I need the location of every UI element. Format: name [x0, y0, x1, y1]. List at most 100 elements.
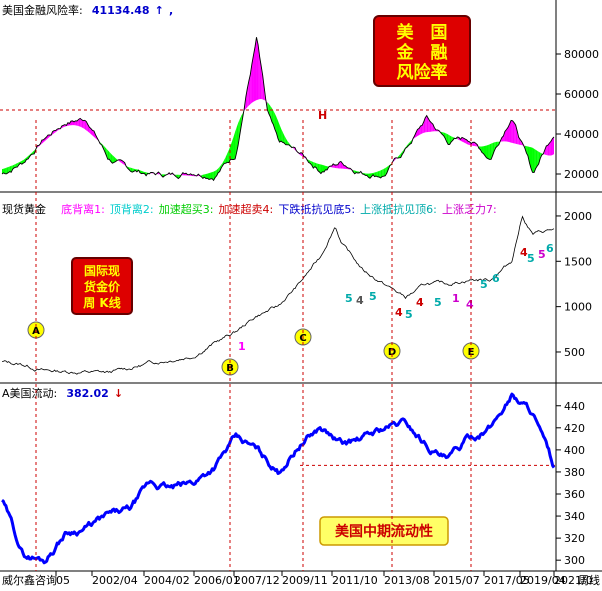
risk-fill-segment [248, 74, 251, 106]
gold-y-tick-label: 2000 [564, 210, 592, 223]
footer-source: 威尔鑫咨询 [2, 573, 57, 587]
risk-fill-segment [547, 143, 550, 156]
signal-legend-7: 上涨乏力7: [442, 203, 497, 216]
risk-value: 41134.48 [92, 4, 150, 17]
risk-fill-segment [9, 165, 12, 173]
risk-fill-segment [339, 161, 341, 169]
risk-fill-segment [107, 150, 110, 160]
risk-fill-segment [80, 118, 82, 128]
risk-fill-segment [112, 155, 114, 164]
risk-fill-segment [205, 173, 208, 179]
x-tick-label: 2007/12 [234, 574, 280, 587]
risk-threshold-label: H [318, 109, 327, 122]
x-tick-label: 2009/11 [282, 574, 328, 587]
risk-y-ticks: 20000 40000 60000 80000 [556, 48, 599, 181]
risk-fill-segment [227, 149, 229, 163]
liquidity-y-tick-label: 320 [564, 532, 585, 545]
signal-legend-3: 加速超买3: [159, 202, 214, 216]
risk-fill-segment [429, 121, 432, 132]
svg-text:4: 4 [395, 306, 403, 319]
risk-fill-segment [377, 171, 380, 178]
x-tick-label: 2017/05 [484, 574, 530, 587]
risk-fill-segment [118, 159, 121, 162]
risk-fill-segment [3, 168, 6, 174]
risk-fill-segment [320, 164, 323, 174]
risk-fill-segment [336, 164, 338, 169]
gold-badge-line-2: 货金价 [84, 279, 121, 294]
risk-fill-segment [224, 156, 226, 164]
gold-y-tick-label: 1000 [564, 301, 592, 314]
signal-digits: 1 5 4 5 4 5 4 5 1 4 5 6 4 5 5 6 [238, 242, 554, 353]
risk-fill-segment [43, 138, 45, 143]
risk-fill-segment [546, 145, 548, 156]
signal-legend-1: 底背离1: [61, 202, 105, 216]
risk-fill-segment [218, 166, 220, 173]
gold-y-ticks: 500 1000 1500 2000 [556, 210, 592, 359]
risk-fill-segment [417, 128, 420, 136]
risk-fill-segment [549, 141, 551, 156]
risk-fill-segment [383, 167, 386, 177]
risk-fill-segment [271, 108, 274, 125]
risk-fill-segment [343, 165, 346, 169]
risk-fill-segment [503, 131, 505, 142]
risk-fill-segment [552, 136, 554, 156]
risk-fill-segment [485, 145, 487, 158]
risk-fill-segment [287, 140, 289, 145]
risk-fill-segment [284, 135, 286, 145]
svg-text:5: 5 [480, 278, 488, 291]
svg-text:4: 4 [466, 298, 474, 311]
risk-fill-segment [81, 119, 84, 129]
risk-fill-segment [15, 163, 18, 168]
risk-fill-segment [535, 149, 538, 169]
risk-fill-segment [426, 115, 429, 133]
risk-fill-segment [342, 163, 344, 169]
risk-fill-segment [216, 168, 219, 176]
risk-fill-segment [256, 37, 259, 101]
risk-fill-segment [512, 120, 515, 144]
risk-fill-segment [89, 127, 91, 135]
signal-legend-2: 顶背离2: [110, 202, 154, 216]
risk-fill-segment [376, 171, 378, 177]
risk-fill-segment [54, 130, 56, 134]
svg-text:4: 4 [520, 246, 528, 259]
svg-text:1: 1 [452, 292, 460, 305]
svg-text:5: 5 [345, 292, 353, 305]
liquidity-y-tick-label: 440 [564, 400, 585, 413]
risk-fill-segment [212, 171, 214, 181]
risk-fill-segment [26, 156, 29, 160]
liquidity-y-tick-label: 300 [564, 554, 585, 567]
risk-fill-segment [520, 139, 522, 146]
risk-fill-segment [370, 173, 372, 179]
risk-fill-segment [544, 145, 547, 156]
svg-text:5: 5 [434, 296, 442, 309]
risk-fill-segment [110, 153, 113, 164]
risk-fill-segment [537, 150, 539, 167]
x-tick-label: 2011/10 [332, 574, 378, 587]
x-tick-label: 2013/08 [384, 574, 430, 587]
liquidity-y-tick-label: 420 [564, 422, 585, 435]
risk-fill-segment [207, 173, 209, 180]
liquidity-line [1, 392, 556, 565]
risk-fill-segment [489, 143, 492, 160]
svg-text:1: 1 [238, 340, 246, 353]
liquidity-title: A美国流动: [2, 386, 57, 400]
risk-fill-segment [531, 147, 533, 173]
risk-fill-segment [511, 120, 513, 144]
risk-fill-segment [488, 144, 490, 160]
risk-y-tick-label: 60000 [564, 88, 599, 101]
risk-fill-segment [380, 169, 383, 178]
gold-y-tick-label: 1500 [564, 255, 592, 268]
risk-fill-segment [337, 162, 340, 169]
risk-fill-segment [209, 172, 211, 180]
x-tick-label: 2019/04 [520, 574, 566, 587]
x-tick-label: 2021/0 [554, 574, 593, 587]
risk-fill-segment [245, 88, 248, 109]
risk-title: 美国金融风险率: [2, 3, 83, 17]
svg-text:D: D [388, 347, 396, 358]
risk-fill-segment [445, 133, 447, 142]
risk-fill-segment [278, 120, 280, 143]
gold-badge-line-3: 周 K线 [83, 295, 120, 310]
risk-fill-segment [514, 122, 516, 144]
risk-fill-segment [471, 142, 473, 146]
liquidity-value: 382.02 [66, 387, 108, 400]
